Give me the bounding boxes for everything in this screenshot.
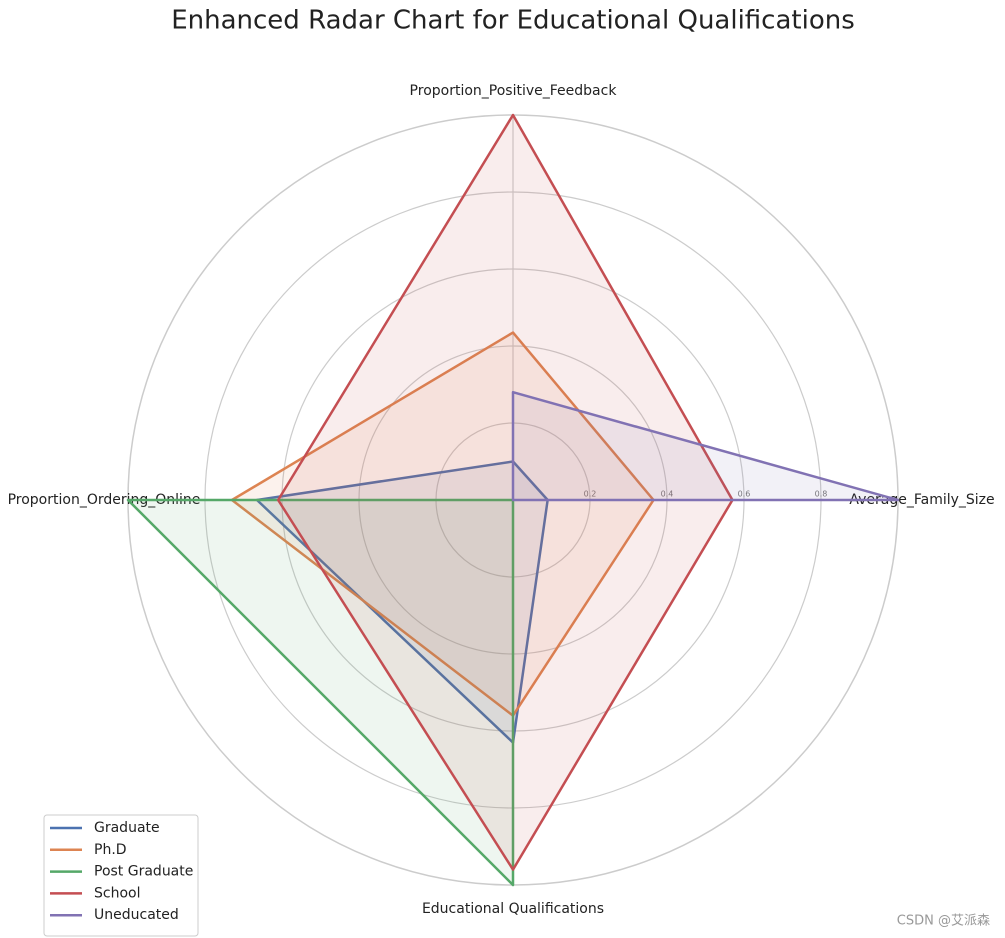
r-tick-label: 0.6 [738,490,751,499]
watermark: CSDN @艾派森 [897,914,990,929]
legend-label: Graduate [94,820,160,836]
series-area [511,390,900,502]
legend-frame [43,814,199,937]
series-area [276,113,734,871]
r-tick-label: 0.4 [661,490,674,499]
series-area [126,498,515,887]
legend-label: School [94,885,140,901]
legend: Graduate Ph.D Post Graduate School Uneducate… [43,814,199,937]
chart-title: Enhanced Radar Chart for Educational Qua… [171,6,855,36]
r-tick-label: 0.2 [584,490,597,499]
axis-label: Proportion_Ordering_Online [8,492,201,508]
legend-label: Post Graduate [94,864,193,880]
axis-label: Proportion_Positive_Feedback [410,83,618,99]
legend-label: Uneducated [94,907,179,923]
r-tick-label: 0.8 [815,490,828,499]
axis-label: Educational Qualifications [422,901,604,917]
legend-label: Ph.D [94,842,127,858]
